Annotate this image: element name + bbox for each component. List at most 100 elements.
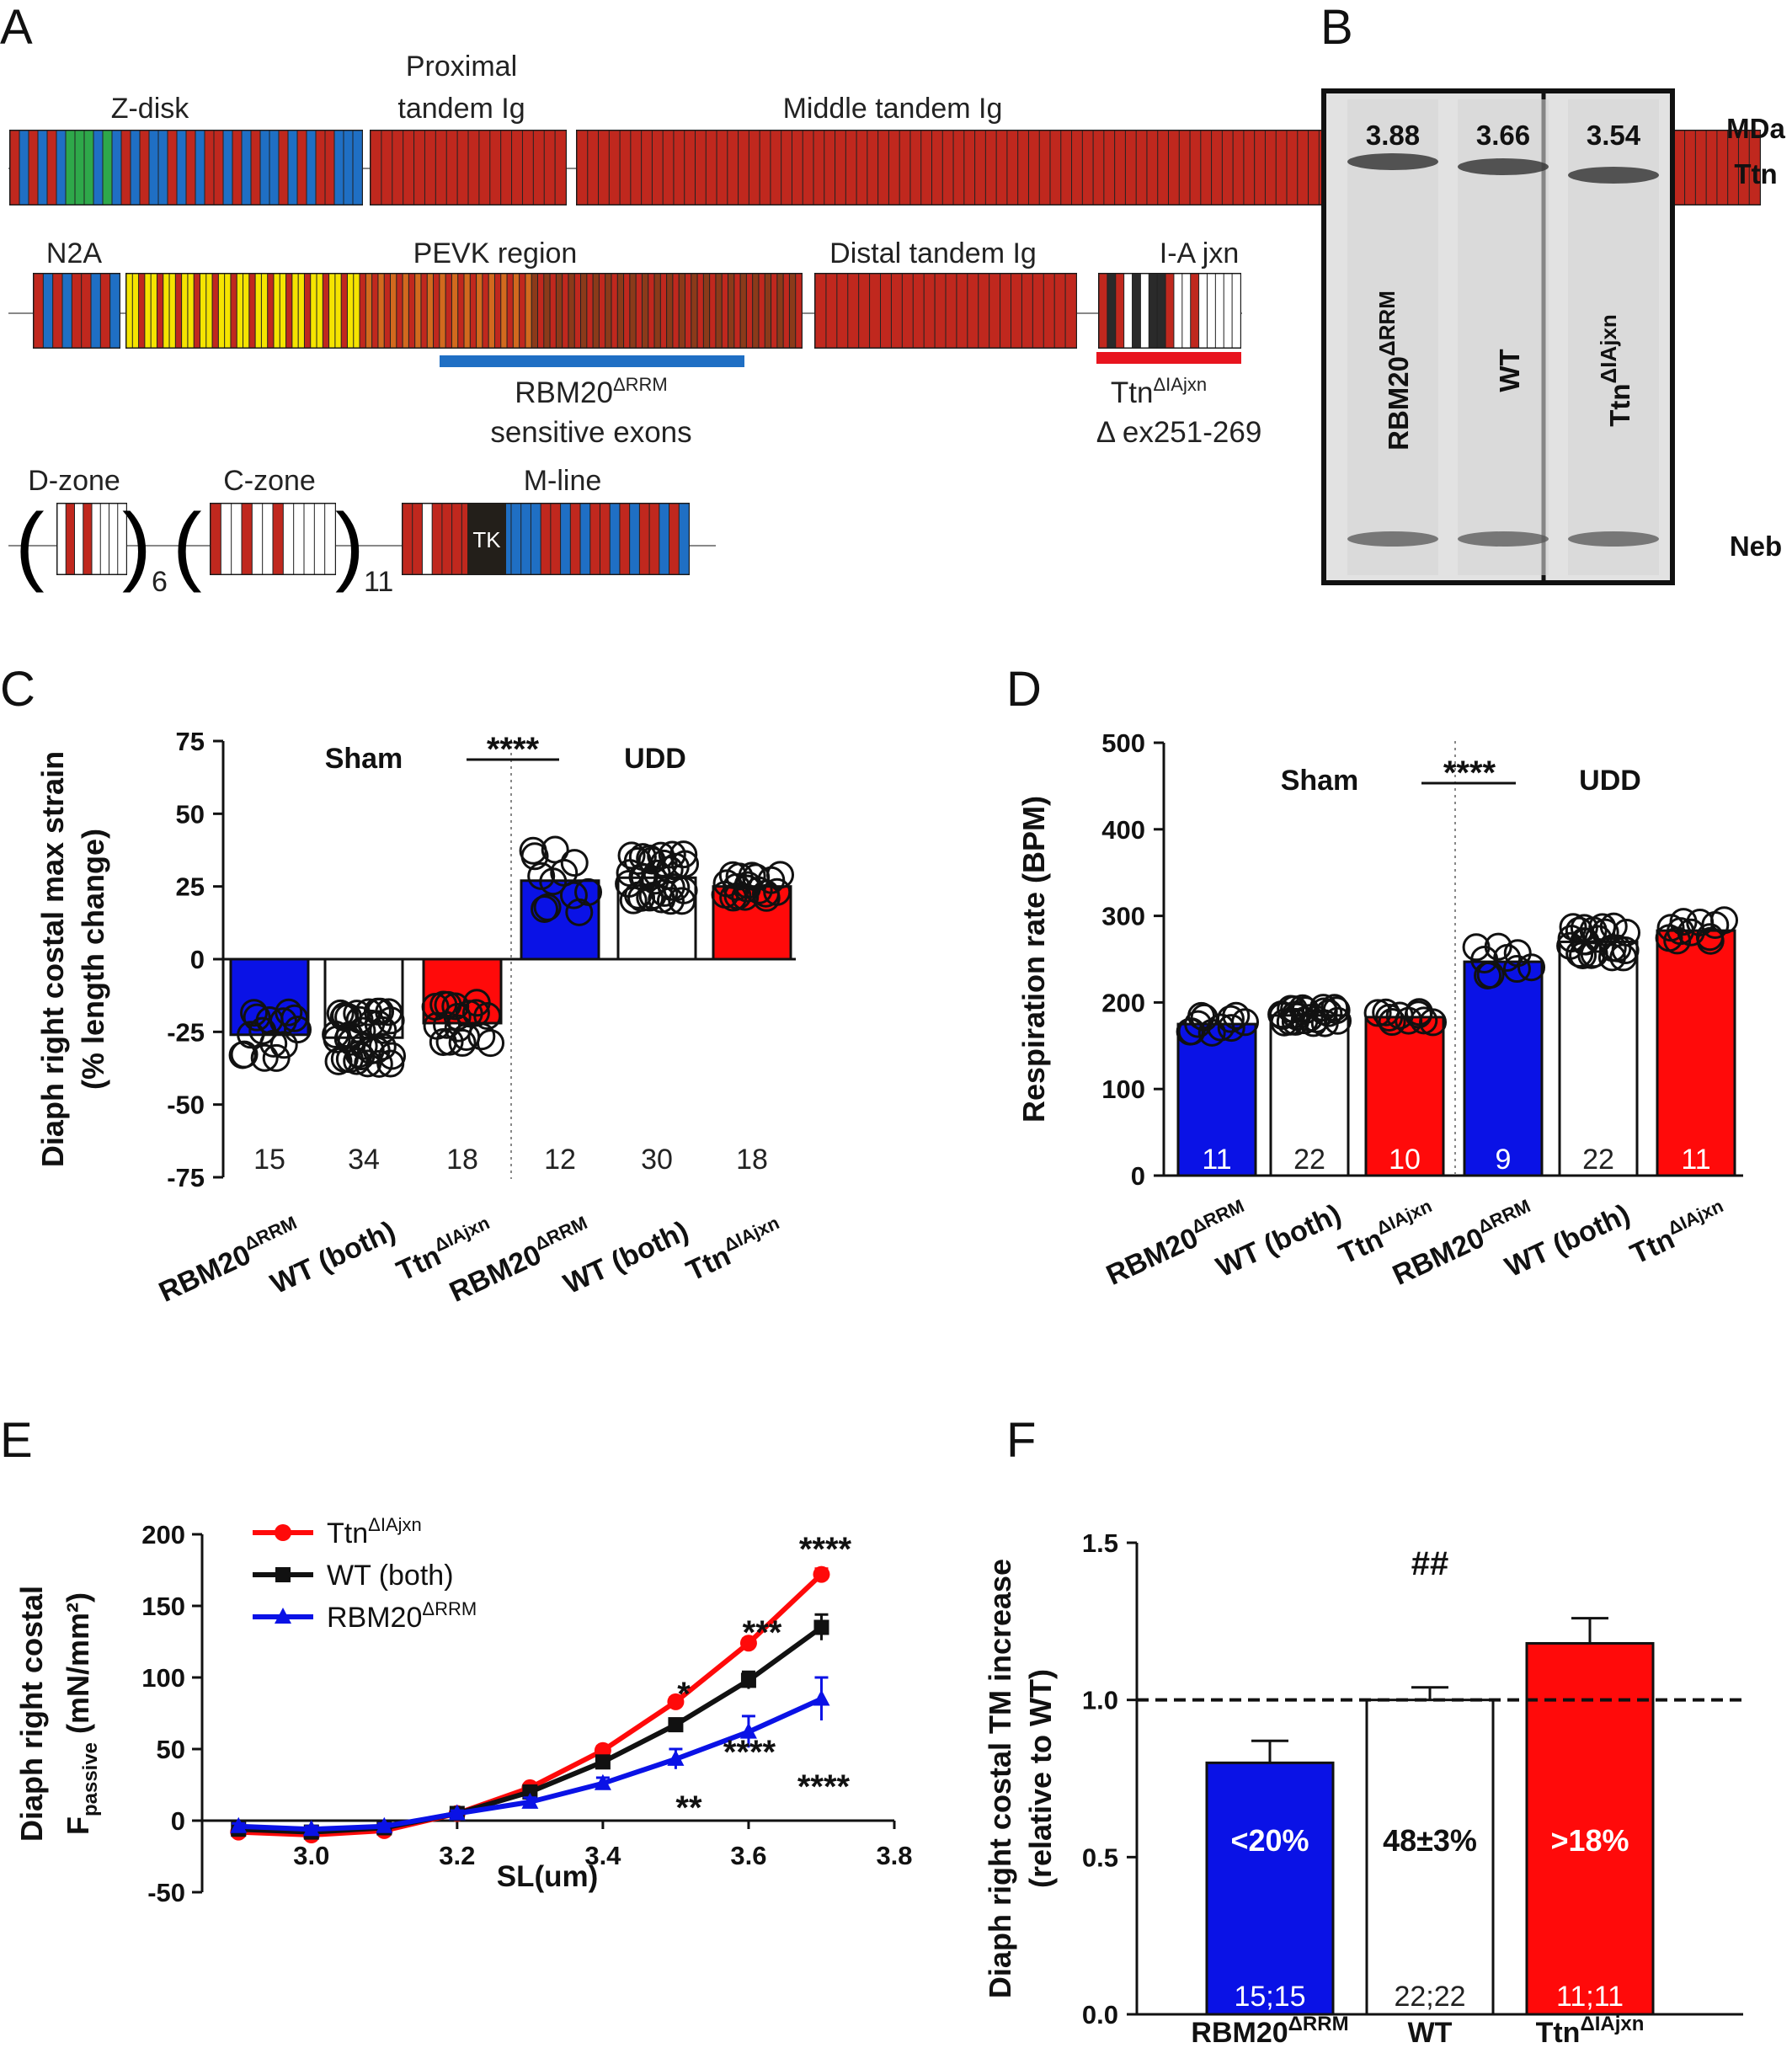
x-tick-label: 3.0	[293, 1841, 329, 1870]
gel-lane-rbm20-sup: ΔRRM	[1374, 291, 1400, 356]
data-point	[1656, 914, 1685, 942]
iajxn-block-stripe	[1132, 273, 1142, 349]
middle-block-stripe	[662, 130, 675, 205]
proximal-block-stripe	[445, 130, 458, 205]
pevk-block-stripe	[224, 273, 232, 349]
data-point	[1611, 936, 1640, 965]
bar	[1269, 1014, 1350, 1177]
data-point	[521, 1792, 539, 1809]
data-point	[444, 1014, 472, 1043]
n2a-block-stripe	[52, 273, 63, 349]
zdisk-block-stripe	[111, 130, 122, 205]
data-point	[280, 1004, 309, 1032]
pevk-block-stripe	[463, 273, 472, 349]
n-label: 11	[1681, 1144, 1710, 1176]
pevk-block-stripe	[536, 273, 545, 349]
mline-block-stripe	[659, 503, 670, 575]
group-label-udd: UDD	[624, 743, 686, 775]
pevk-block-stripe	[659, 273, 668, 349]
data-point	[565, 898, 594, 926]
data-point	[667, 1749, 685, 1766]
middle-block-stripe	[748, 130, 760, 205]
middle-block-stripe	[802, 130, 814, 205]
data-point	[1320, 994, 1349, 1022]
data-point	[560, 849, 589, 877]
data-point	[813, 1619, 829, 1635]
middle-block-stripe	[630, 130, 643, 205]
data-point	[669, 840, 698, 869]
middle-block-stripe	[845, 130, 857, 205]
x-tick-label: 3.6	[730, 1841, 766, 1870]
pevk-block-stripe	[377, 273, 386, 349]
middle-block-stripe	[1221, 130, 1234, 205]
pevk-block-stripe	[696, 273, 705, 349]
middle-block-stripe	[608, 130, 621, 205]
mline-block-stripe	[629, 503, 641, 575]
czone-block-stripe	[251, 503, 264, 575]
pevk-block-stripe	[721, 273, 729, 349]
distal-block-stripe	[901, 273, 915, 349]
pevk-block-stripe	[469, 273, 477, 349]
data-point	[739, 1722, 757, 1739]
gel-label-ttn: Ttn	[1734, 158, 1777, 189]
bar-value-label: <20%	[1230, 1823, 1309, 1858]
zdisk-block-stripe	[306, 130, 317, 205]
iajxn-block-stripe	[1190, 273, 1200, 349]
data-point	[1701, 910, 1730, 939]
distal-block-stripe	[869, 273, 882, 349]
segment-label-iajxn: I-A jxn	[1160, 237, 1239, 269]
significance-annotation: ***	[743, 1614, 782, 1651]
proximal-block-stripe	[424, 130, 437, 205]
significance-annotation: ****	[723, 1734, 776, 1771]
pevk-block-stripe	[684, 273, 692, 349]
pevk-block-stripe	[771, 273, 778, 349]
pevk-block-stripe	[168, 273, 177, 349]
distal-block-stripe	[912, 273, 925, 349]
dzone-block-stripe	[109, 503, 119, 575]
proximal-block-stripe	[456, 130, 469, 205]
data-point	[1556, 931, 1585, 960]
gel-lanes	[1347, 99, 1659, 575]
middle-block-stripe	[1694, 130, 1707, 205]
data-point	[668, 1717, 684, 1733]
proximal-block-stripe	[478, 130, 491, 205]
gel-value-rbm20: 3.88	[1366, 120, 1420, 151]
y-tick-label: 1.0	[1082, 1686, 1118, 1715]
zdisk-block-stripe	[287, 130, 298, 205]
middle-block-stripe	[641, 130, 653, 205]
middle-block-stripe	[619, 130, 632, 205]
data-point	[1322, 996, 1351, 1025]
data-point	[275, 998, 303, 1027]
data-point	[322, 1020, 350, 1048]
data-point	[1177, 1017, 1206, 1046]
pevk-block-stripe	[138, 273, 146, 349]
middle-block-stripe	[576, 130, 589, 205]
data-point	[1599, 912, 1628, 941]
middle-block-stripe	[813, 130, 825, 205]
ttn-label-sup: ΔIAjxn	[1153, 374, 1207, 395]
segment-label-middle: Middle tandem Ig	[783, 93, 1003, 125]
data-point	[595, 1754, 611, 1770]
category-label-sup: ΔRRM	[1475, 1195, 1533, 1238]
iajxn-block-stripe	[1148, 273, 1158, 349]
zdisk-block-stripe	[37, 130, 48, 205]
mline-block-stripe	[550, 503, 562, 575]
data-point	[1281, 1007, 1309, 1036]
czone-block-stripe	[303, 503, 316, 575]
data-point	[230, 1040, 259, 1069]
titin-band	[1458, 158, 1549, 175]
mline-block-stripe	[510, 503, 522, 575]
zdisk-block-stripe	[130, 130, 141, 205]
segment-label-zdisk: Z-disk	[111, 93, 190, 125]
nebulin-band	[1458, 531, 1549, 547]
y-axis-label: Diaph right costal	[14, 1586, 49, 1842]
middle-block-stripe	[1114, 130, 1127, 205]
iajxn-block-stripe	[1223, 273, 1233, 349]
n2a-block-stripe	[42, 273, 54, 349]
gel-label-mda: MDa	[1726, 113, 1785, 144]
distal-block-stripe	[847, 273, 860, 349]
panel-label-e: E	[0, 1413, 33, 1468]
dzone-block-stripe	[74, 503, 84, 575]
zdisk-block-stripe	[241, 130, 252, 205]
pevk-block-stripe	[144, 273, 152, 349]
